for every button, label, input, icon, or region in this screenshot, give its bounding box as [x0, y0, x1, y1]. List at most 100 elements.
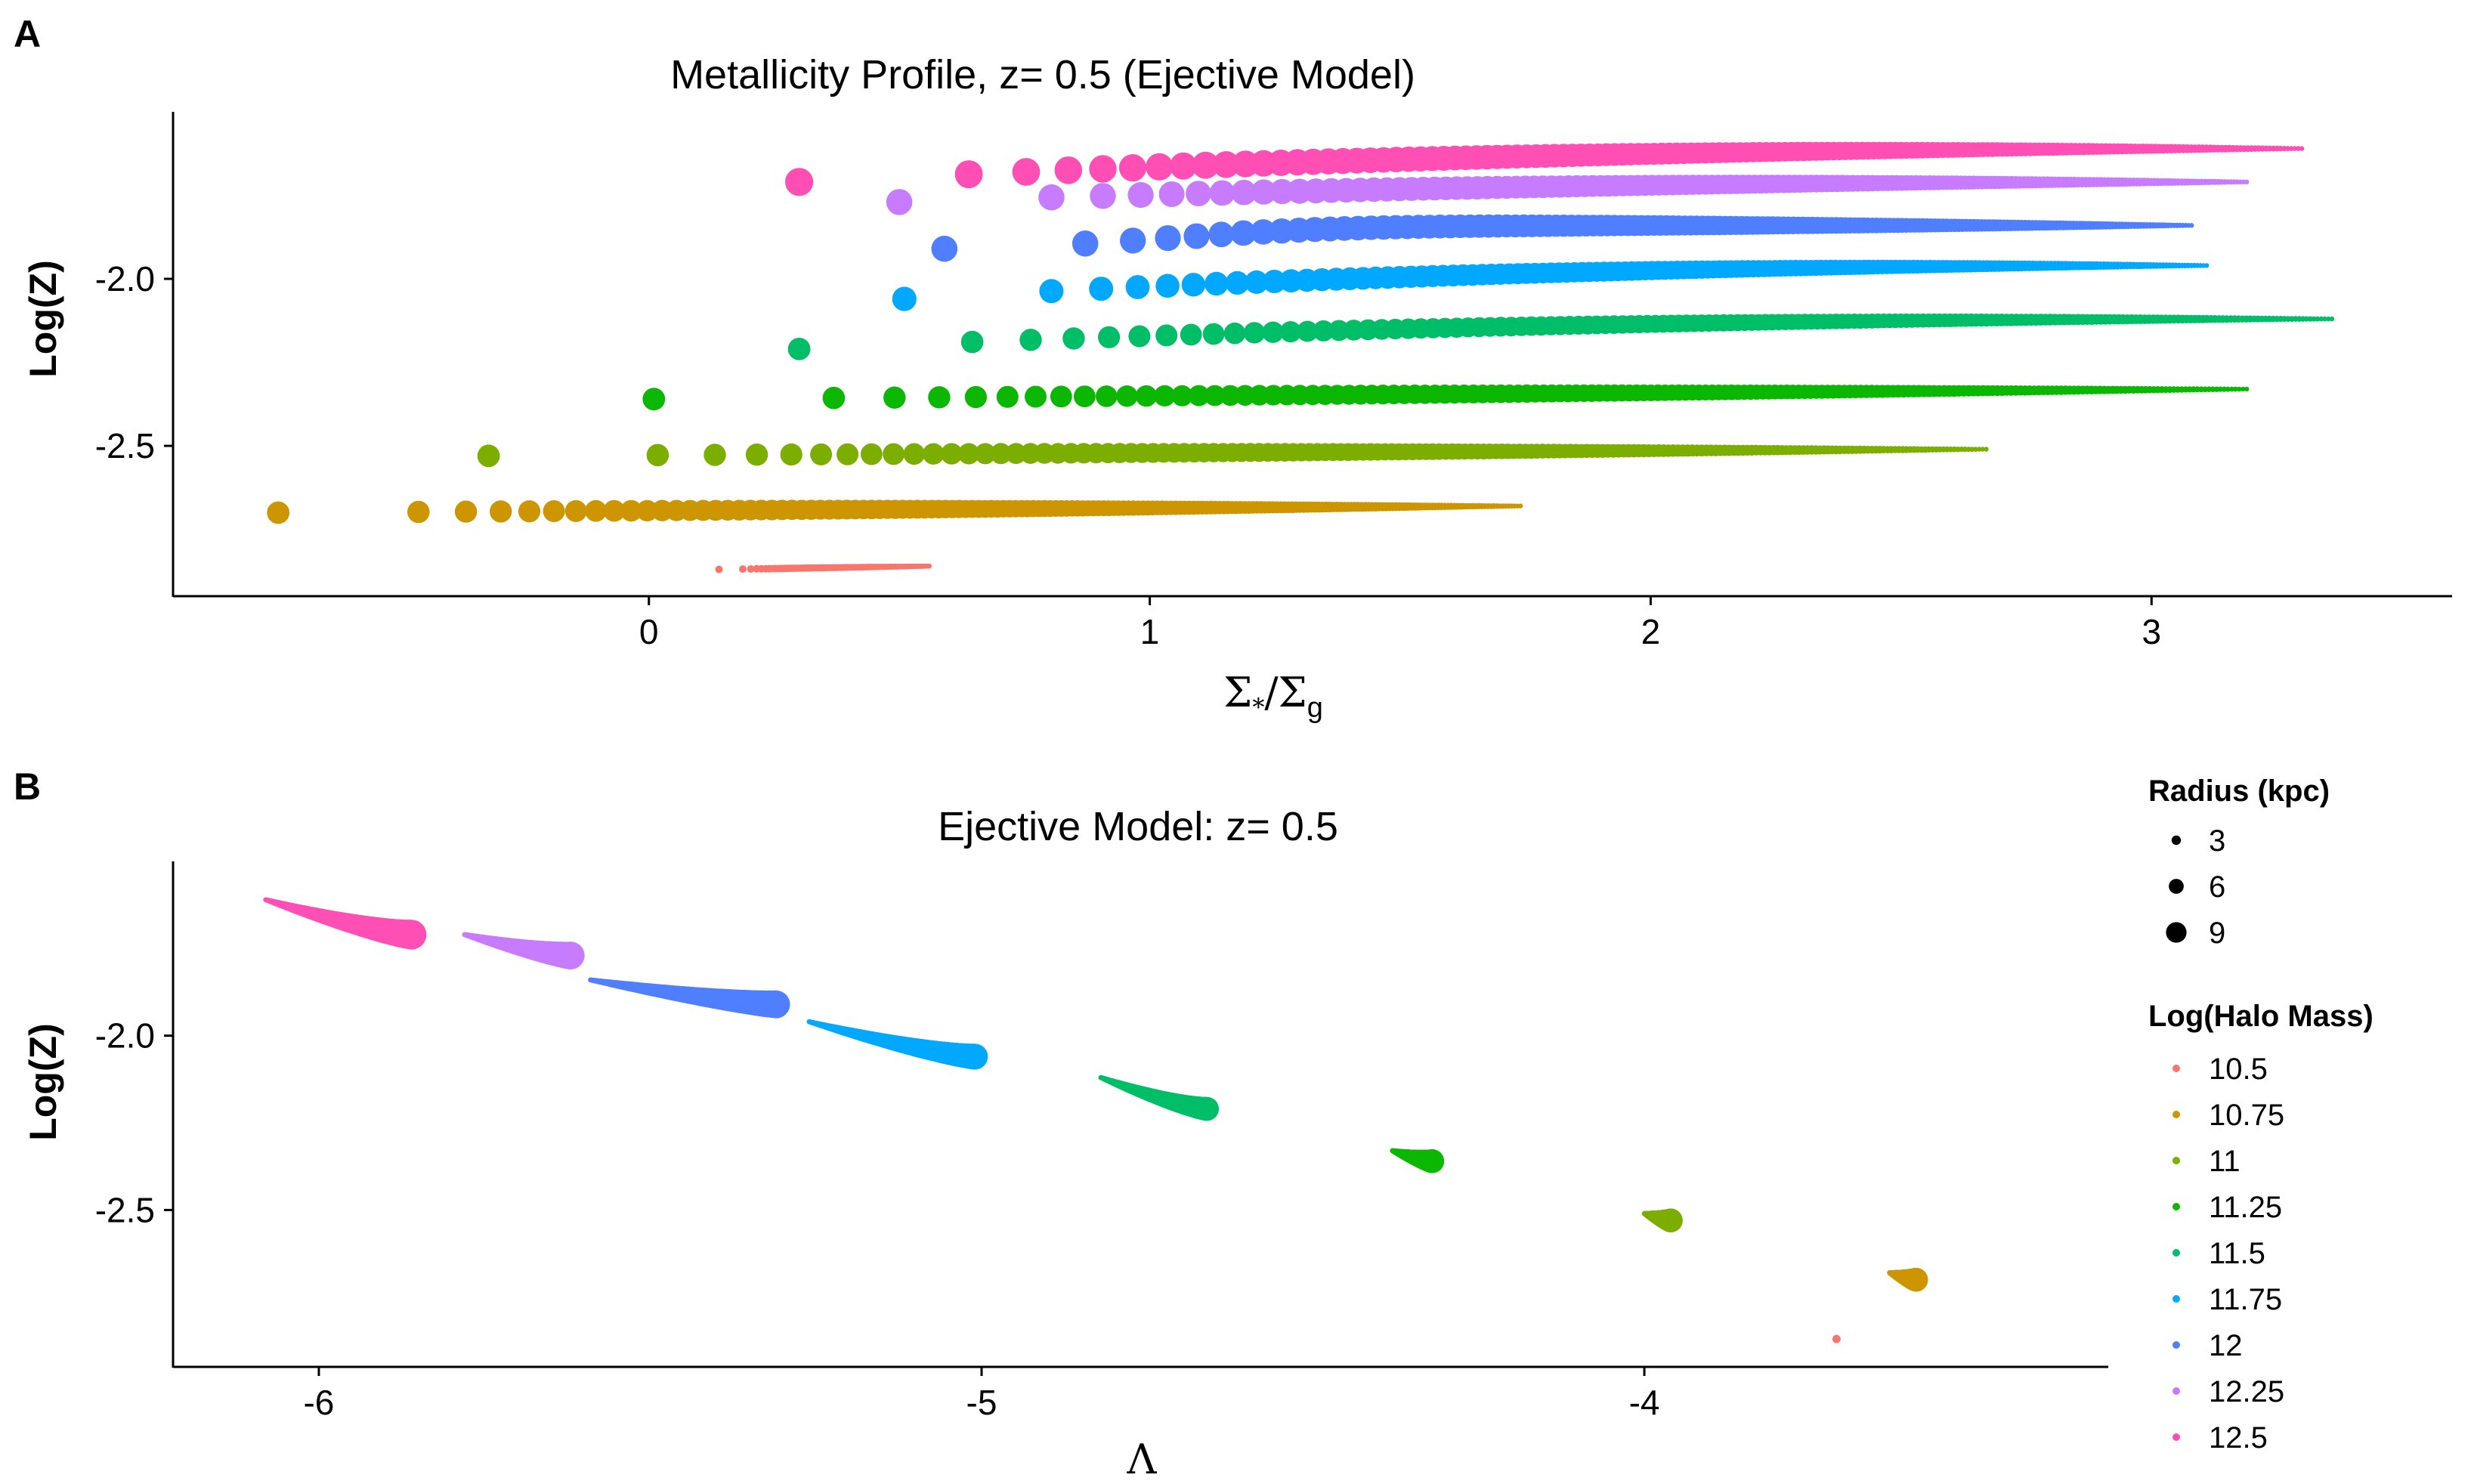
panel-a-point	[822, 386, 846, 410]
panel-a-plot-area	[267, 141, 2335, 574]
panel-a-point	[1204, 385, 1226, 407]
panel-a-series-12_25	[886, 175, 2250, 215]
panel-a-point	[1251, 179, 1277, 205]
panel-a-point	[2299, 146, 2305, 151]
panel-a-point	[2221, 386, 2227, 392]
legend-mass-marker-11_5	[2172, 1249, 2180, 1257]
panel-a-point	[1977, 447, 1982, 452]
legend-mass-label-10_75: 10.75	[2209, 1099, 2284, 1132]
legend-mass-marker-10_5	[2172, 1065, 2180, 1072]
legend-radius-items: 3 6 9	[2166, 824, 2225, 950]
panel-a-series-11_5	[787, 313, 2335, 360]
panel-a-point	[990, 443, 1012, 465]
panel-a-point	[1135, 385, 1158, 407]
panel-a-point	[861, 443, 883, 465]
panel-a-point	[2244, 386, 2250, 392]
panel-a-point	[996, 385, 1019, 408]
panel-a-point	[1269, 178, 1295, 205]
panel-a-point	[1262, 321, 1284, 343]
panel-b-xtick-label-0: -6	[303, 1383, 334, 1422]
panel-b-series-11_75	[806, 1019, 988, 1070]
panel-a-point	[1170, 152, 1197, 180]
panel-b-series-12	[588, 977, 790, 1019]
panel-a-point	[1249, 385, 1270, 406]
panel-b-point	[762, 990, 790, 1019]
panel-a-point	[1328, 320, 1350, 342]
panel-a-point	[1181, 273, 1206, 297]
legend: Radius (kpc) 3 6 9 Log(Halo Mass) 10.5 10.7…	[2148, 774, 2373, 1455]
panel-a-point	[1231, 179, 1257, 206]
panel-a-series-10_75	[267, 499, 1523, 524]
panel-a: A Metallicity Profile, z= 0.5 (Ejective …	[14, 13, 2452, 724]
legend-mass-label-11_25: 11.25	[2209, 1191, 2282, 1224]
panel-a-ylabel: Log(Z)	[22, 260, 64, 377]
panel-a-point	[958, 443, 980, 465]
panel-a-point	[1220, 385, 1241, 407]
panel-a-point	[1245, 270, 1269, 294]
panel-a-point	[1128, 325, 1151, 348]
panel-a-point	[2318, 316, 2324, 322]
panel-a-point	[1120, 227, 1146, 254]
panel-b-series-11_5	[1098, 1074, 1219, 1121]
panel-b-point	[556, 941, 585, 969]
legend-mass-marker-11	[2172, 1157, 2180, 1164]
panel-a-point	[1005, 443, 1027, 465]
panel-a-point	[2315, 316, 2321, 322]
legend-mass-marker-11_75	[2172, 1295, 2180, 1303]
legend-mass-title: Log(Halo Mass)	[2148, 1000, 2373, 1033]
panel-a-point	[1146, 153, 1174, 181]
panel-a-point	[1098, 326, 1121, 348]
panel-a-point	[883, 443, 905, 465]
panel-a-point	[267, 501, 290, 524]
panel-b-point	[1903, 1267, 1928, 1292]
panel-a-point	[543, 500, 565, 522]
panel-b-point	[1832, 1334, 1841, 1343]
panel-a-point	[745, 444, 768, 466]
panel-a-point	[2329, 316, 2335, 322]
legend-mass-label-12: 12	[2209, 1329, 2243, 1362]
panel-a-point	[1205, 271, 1229, 296]
legend-mass-marker-10_75	[2172, 1111, 2180, 1118]
panel-b-series-11_25	[1390, 1148, 1445, 1173]
panel-a-series-12_5	[785, 141, 2305, 196]
legend-radius-title: Radius (kpc)	[2148, 774, 2330, 808]
panel-a-title: Metallicity Profile, z= 0.5 (Ejective Mo…	[670, 52, 1415, 97]
panel-b-point	[1659, 1208, 1683, 1232]
panel-a-point	[883, 386, 906, 409]
panel-a-point	[1251, 219, 1276, 245]
panel-a-point	[954, 160, 983, 189]
panel-a-point	[1054, 156, 1083, 184]
panel-a-point	[620, 499, 642, 522]
panel-a-point	[1212, 151, 1240, 178]
panel-a-point	[642, 388, 666, 411]
panel-a-point	[931, 235, 958, 262]
panel-a-point	[810, 443, 833, 465]
panel-a-point	[407, 500, 430, 524]
panel-a-point	[964, 385, 987, 409]
panel-b-ticks: -6 -5 -4 -2.0 -2.5	[95, 1016, 1660, 1422]
panel-b-point	[397, 920, 427, 950]
panel-a-point	[603, 499, 626, 522]
panel-a-ticks: 0 1 2 3 -2.0 -2.5	[95, 259, 2161, 651]
panel-a-point	[1202, 323, 1225, 345]
panel-a-point	[739, 565, 747, 574]
panel-a-xtick-label-0: 0	[639, 612, 659, 651]
panel-a-point	[1039, 279, 1064, 304]
panel-a-point	[2326, 316, 2331, 322]
panel-a-point	[1973, 447, 1979, 452]
panel-a-xtick-label-1: 1	[1140, 612, 1160, 651]
panel-a-point	[1984, 447, 1989, 452]
panel-a-point	[903, 443, 926, 465]
panel-a-point	[1089, 277, 1114, 301]
panel-b-series-12_25	[462, 932, 585, 969]
legend-mass-marker-12	[2172, 1341, 2180, 1349]
panel-a-point	[747, 565, 755, 573]
panel-a-point	[2233, 386, 2238, 392]
panel-a-point	[2311, 316, 2317, 322]
panel-a-point	[1025, 385, 1047, 408]
panel-a-point	[941, 443, 963, 465]
panel-b-plot-area	[263, 897, 1928, 1343]
panel-a-point	[1116, 385, 1138, 407]
panel-a-point	[1050, 385, 1072, 408]
